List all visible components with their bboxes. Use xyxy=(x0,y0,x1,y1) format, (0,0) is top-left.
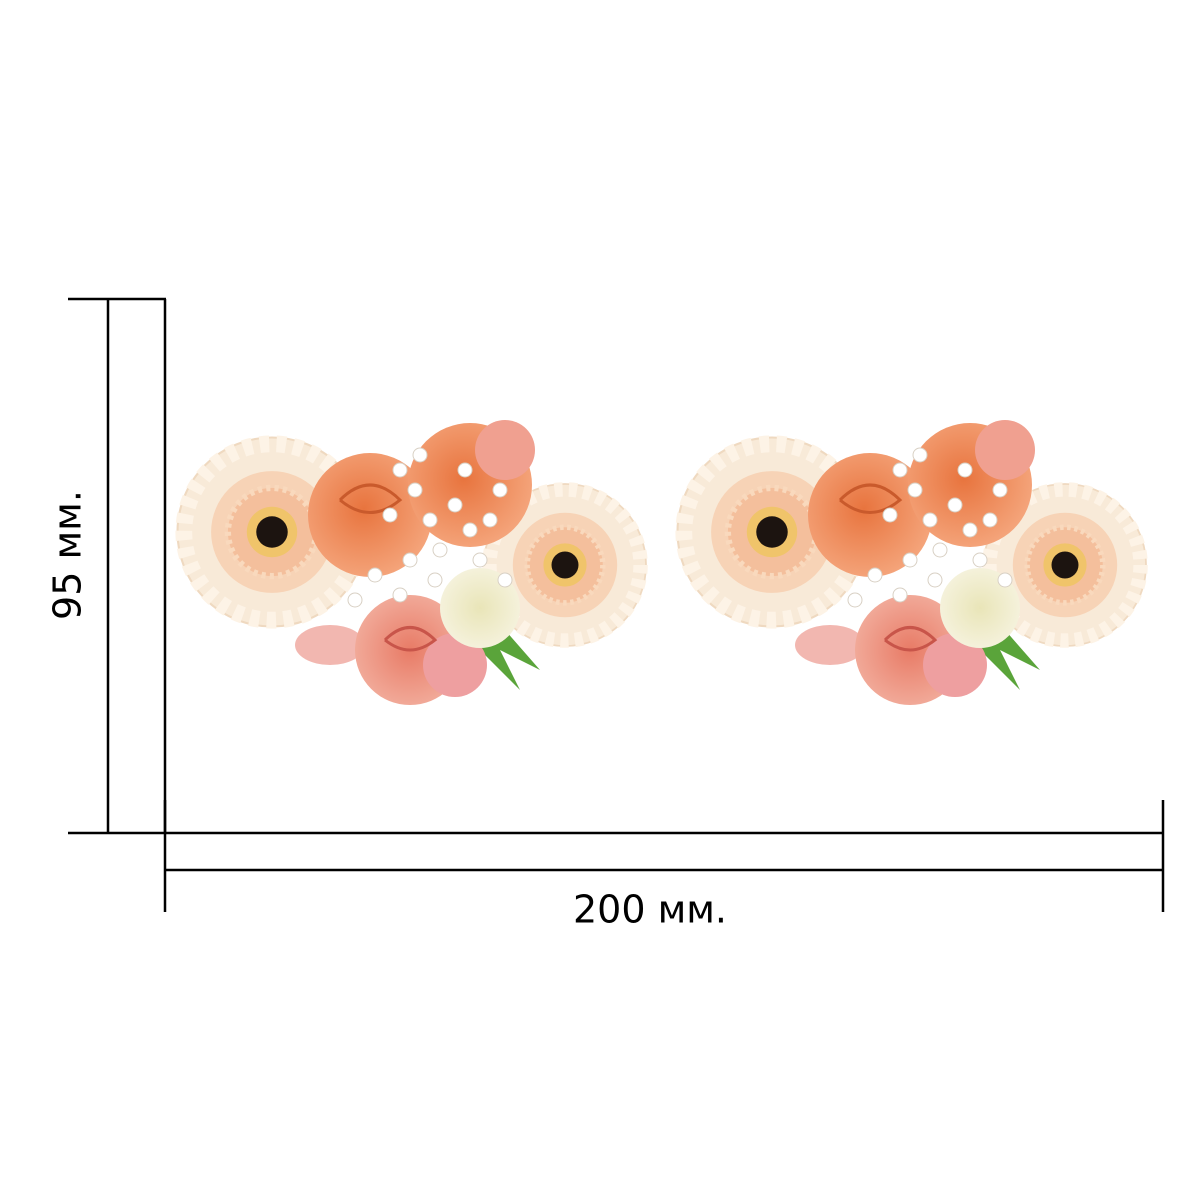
height-dimension: 95 мм. xyxy=(46,297,167,835)
height-label: 95 мм. xyxy=(46,490,90,620)
width-dimension: 200 мм. xyxy=(163,800,1165,932)
width-label: 200 мм. xyxy=(573,888,727,932)
bouquet-right xyxy=(678,420,1147,705)
bouquet-left xyxy=(178,420,647,705)
